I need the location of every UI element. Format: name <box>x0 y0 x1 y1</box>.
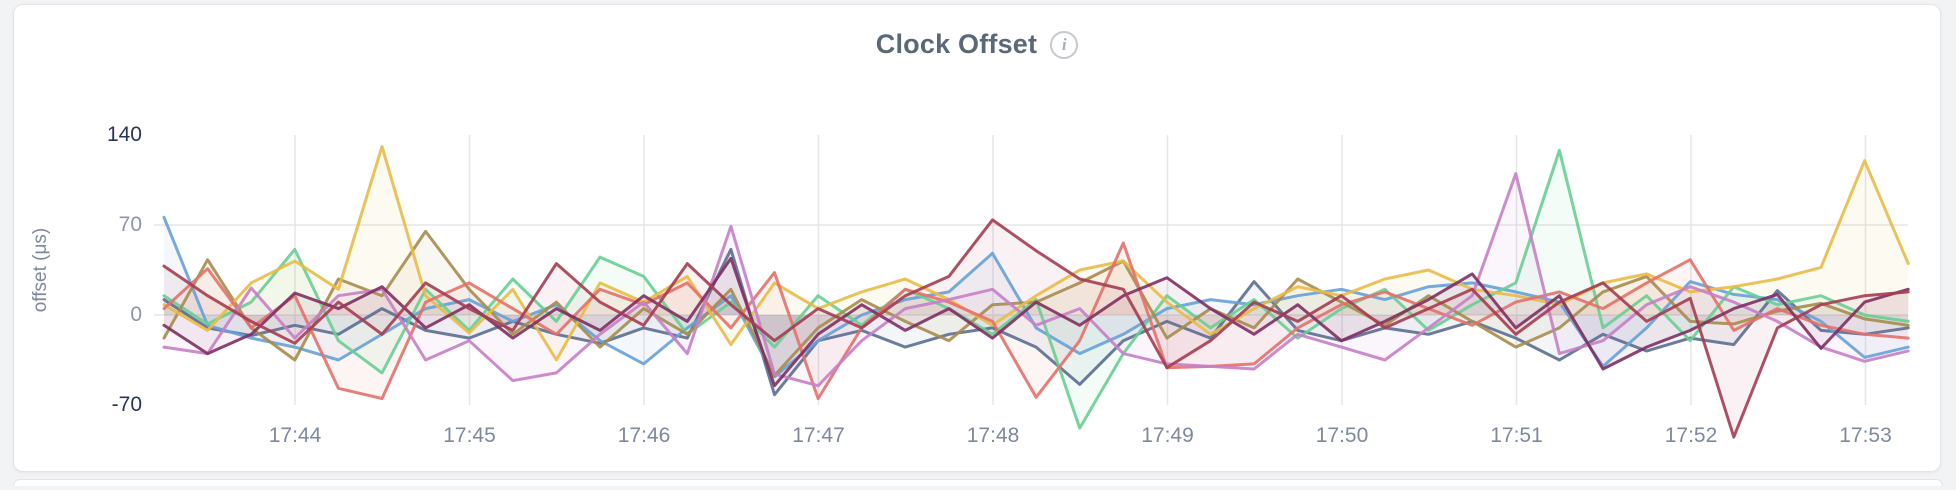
series-line-salmon[interactable] <box>162 241 1910 401</box>
series-line-plum[interactable] <box>162 256 1910 388</box>
y-tick-label-70: 70 <box>118 213 142 236</box>
x-tick-label-17-44: 17:44 <box>268 424 322 447</box>
x-tick-label-17-51: 17:51 <box>1490 424 1543 447</box>
series-line-orchid[interactable] <box>162 172 1910 388</box>
series-line-blue[interactable] <box>162 215 1910 379</box>
series-line-maroon[interactable] <box>162 218 1910 439</box>
y-tick-label--70: -70 <box>111 393 142 416</box>
x-tick-label-17-46: 17:46 <box>617 424 671 447</box>
y-tick-label-140: 140 <box>106 123 142 146</box>
series-fill-salmon <box>164 243 1909 399</box>
x-tick-label-17-45: 17:45 <box>443 424 496 447</box>
x-tick-label-17-48: 17:48 <box>966 424 1020 447</box>
clock-offset-panel: Clock Offset i offset (μs) 140 70 0 -70 17:… <box>13 4 1941 472</box>
series-line-green[interactable] <box>162 148 1910 430</box>
panel-header: Clock Offset i <box>14 29 1940 60</box>
series-fill-gold <box>164 146 1909 360</box>
y-tick-label-0: 0 <box>130 303 142 326</box>
next-panel-edge <box>13 479 1943 486</box>
series-fill-slate <box>164 249 1909 395</box>
x-tick-label-17-47: 17:47 <box>792 424 845 447</box>
x-tick-label-17-53: 17:53 <box>1839 424 1892 447</box>
series-fill-blue <box>164 217 1909 377</box>
clock-offset-chart <box>154 135 1910 439</box>
x-tick-label-17-52: 17:52 <box>1664 424 1718 447</box>
panel-title: Clock Offset <box>875 29 1038 59</box>
series-line-gold[interactable] <box>162 145 1910 362</box>
x-tick-label-17-50: 17:50 <box>1315 424 1369 447</box>
series-lines <box>162 145 1910 439</box>
x-tick-label-17-49: 17:49 <box>1141 424 1194 447</box>
y-axis-title: offset (μs) <box>30 227 51 313</box>
info-icon[interactable]: i <box>1050 30 1079 59</box>
series-line-slate[interactable] <box>162 247 1910 397</box>
